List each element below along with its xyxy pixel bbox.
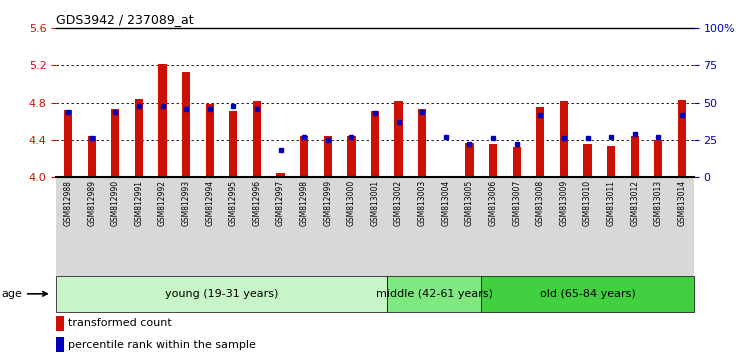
Bar [56,316,64,331]
Text: GSM812989: GSM812989 [87,180,96,226]
Text: old (65-84 years): old (65-84 years) [540,289,635,299]
Text: GSM812996: GSM812996 [253,180,262,226]
Text: age: age [2,289,47,299]
Bar [536,107,544,177]
Bar [158,64,166,177]
Text: GSM813005: GSM813005 [465,180,474,226]
Bar [654,140,662,177]
Text: middle (42-61 years): middle (42-61 years) [376,289,493,299]
Text: GSM813013: GSM813013 [654,180,663,226]
Bar [442,176,450,177]
Text: GSM813011: GSM813011 [607,180,616,226]
Bar [64,110,72,177]
Text: GSM813014: GSM813014 [677,180,686,226]
Bar [56,337,64,352]
Text: GSM812995: GSM812995 [229,180,238,226]
Bar [370,111,380,177]
Text: GSM812988: GSM812988 [64,180,73,226]
Bar [206,104,214,177]
Bar [465,143,473,177]
Text: GSM813008: GSM813008 [536,180,544,226]
Bar [56,276,387,312]
Text: GSM812998: GSM812998 [300,180,309,226]
Text: GSM812997: GSM812997 [276,180,285,226]
Text: GSM812993: GSM812993 [182,180,190,226]
Bar [678,100,686,177]
Text: GSM813000: GSM813000 [347,180,356,226]
Bar [512,147,520,177]
Bar [300,136,308,177]
Bar [230,111,238,177]
Bar [111,109,119,177]
Text: young (19-31 years): young (19-31 years) [165,289,278,299]
Text: transformed count: transformed count [68,318,172,329]
Text: percentile rank within the sample: percentile rank within the sample [68,339,256,350]
Text: GSM812991: GSM812991 [134,180,143,226]
Text: GSM813009: GSM813009 [560,180,568,226]
Text: GSM813006: GSM813006 [488,180,497,226]
Text: GSM813010: GSM813010 [583,180,592,226]
Bar [88,136,96,177]
Bar [347,136,355,177]
Text: GSM812992: GSM812992 [158,180,167,226]
Bar [277,173,285,177]
Bar [253,101,261,177]
Bar [387,276,482,312]
Bar [607,146,615,177]
Bar [560,101,568,177]
Text: GSM812999: GSM812999 [323,180,332,226]
Text: GSM813004: GSM813004 [441,180,450,226]
Text: GDS3942 / 237089_at: GDS3942 / 237089_at [56,13,194,26]
Text: GSM813007: GSM813007 [512,180,521,226]
Bar [584,144,592,177]
Bar [418,109,426,177]
Text: GSM812994: GSM812994 [206,180,214,226]
Bar [324,136,332,177]
Text: GSM813003: GSM813003 [418,180,427,226]
Bar [482,276,694,312]
Text: GSM813001: GSM813001 [370,180,380,226]
Text: GSM813002: GSM813002 [394,180,403,226]
Bar [631,136,639,177]
Bar [489,144,497,177]
Text: GSM812990: GSM812990 [111,180,120,226]
Bar [394,101,403,177]
Bar [182,72,190,177]
Bar [135,99,143,177]
Text: GSM813012: GSM813012 [630,180,639,226]
